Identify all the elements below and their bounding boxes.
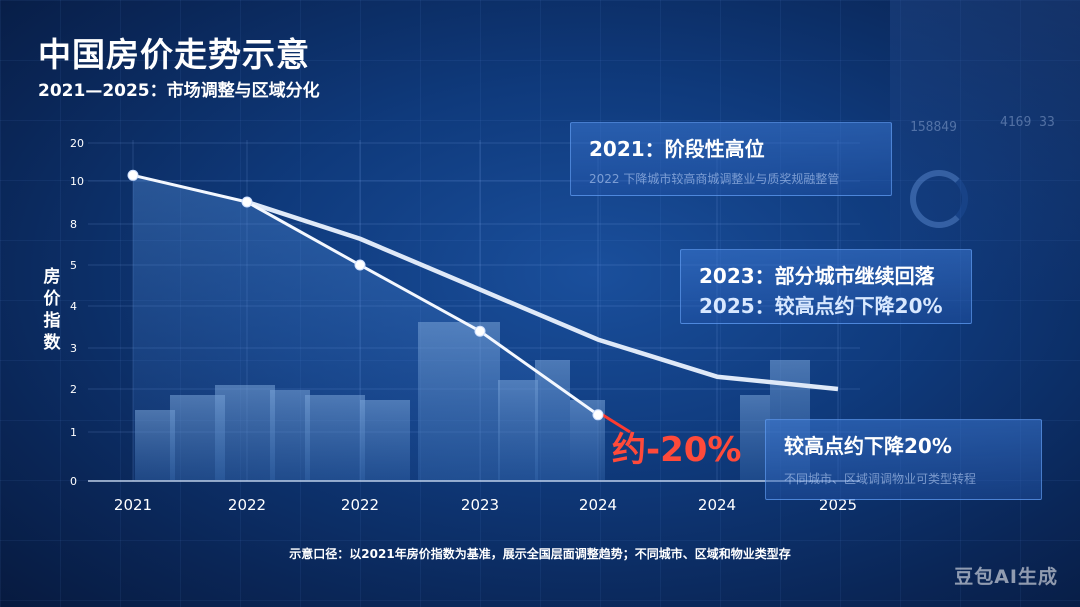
x-tick-label: 2025 [819, 496, 857, 514]
series-lines [127, 169, 839, 421]
data-point [474, 325, 486, 337]
y-tick-label: 3 [70, 342, 77, 355]
footnote: 示意口径：以2021年房价指数为基准，展示全国层面调整趋势；不同城市、区域和物业… [289, 547, 791, 561]
annotation-2023-line2: 2025：较高点约下降20% [699, 294, 943, 318]
y-tick-label: 10 [70, 175, 84, 188]
x-tick-label: 2023 [461, 496, 499, 514]
data-point [127, 169, 139, 181]
donut-decoration-icon [910, 170, 968, 228]
annotation-box-2021: 2021：阶段性高位 2022 下降城市较高商城调整业与质奖规融整管 [570, 122, 892, 196]
page-title: 中国房价走势示意 [38, 35, 310, 74]
annotation-decline-sub: 不同城市、区域调调物业可类型转程 [784, 472, 977, 486]
annotation-box-decline: 较高点约下降20% 不同城市、区域调调物业可类型转程 [765, 419, 1042, 500]
watermark: 豆包AI生成 [954, 566, 1058, 588]
series-line-overall [246, 199, 839, 392]
y-tick-label: 1 [70, 426, 77, 439]
y-tick-label: 0 [70, 475, 77, 488]
x-tick-label: 2024 [579, 496, 617, 514]
x-tick-labels: 2021 2022 2022 2023 2024 2024 2025 [114, 496, 857, 514]
decline-percent-label: 约-20% [612, 430, 742, 470]
y-tick-label: 4 [70, 300, 77, 313]
data-point [241, 196, 253, 208]
data-point [592, 409, 604, 421]
data-point [354, 259, 366, 271]
x-tick-label: 2024 [698, 496, 736, 514]
y-tick-label: 2 [70, 383, 77, 396]
annotation-2023-line1: 2023：部分城市继续回落 [699, 264, 935, 288]
y-tick-label: 5 [70, 259, 77, 272]
y-tick-label: 8 [70, 218, 77, 231]
x-tick-label: 2022 [341, 496, 379, 514]
annotation-decline-title: 较高点约下降20% [784, 434, 952, 458]
page-subtitle: 2021—2025：市场调整与区域分化 [38, 81, 320, 101]
x-tick-label: 2022 [228, 496, 266, 514]
y-axis-label: 房价指数 [43, 267, 61, 353]
annotation-2021-title: 2021：阶段性高位 [589, 137, 765, 161]
y-tick-label: 20 [70, 137, 84, 150]
annotation-box-2023: 2023：部分城市继续回落 2025：较高点约下降20% [680, 249, 972, 324]
x-tick-label: 2021 [114, 496, 152, 514]
annotation-2021-sub: 2022 下降城市较高商城调整业与质奖规融整管 [589, 172, 840, 186]
city-skyline [135, 322, 810, 480]
